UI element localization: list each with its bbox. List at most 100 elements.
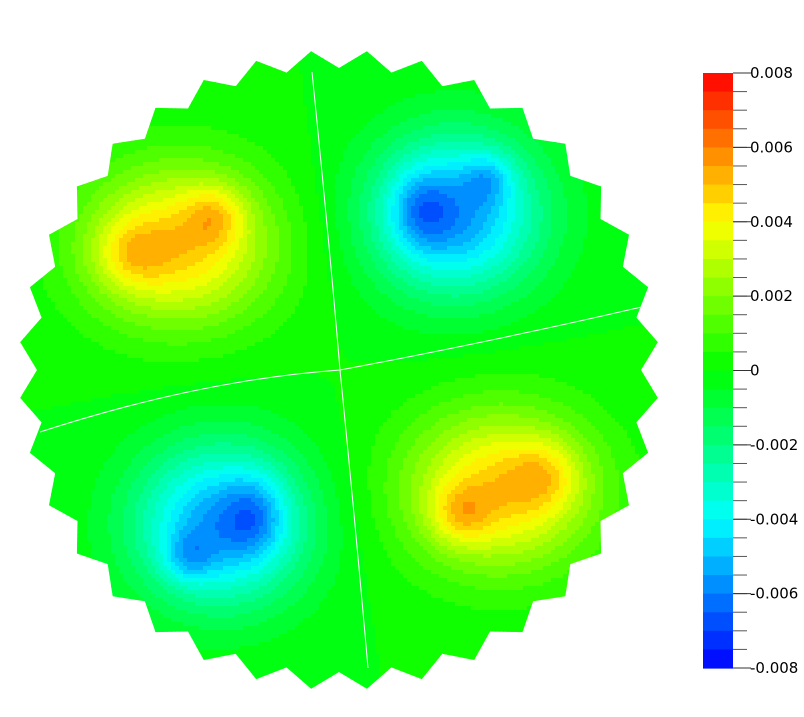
field-cell	[327, 142, 332, 147]
field-cell	[47, 86, 52, 91]
field-cell	[347, 54, 352, 59]
field-cell	[431, 106, 436, 111]
field-cell	[47, 150, 52, 155]
field-cell	[327, 66, 332, 71]
field-cell	[507, 138, 512, 143]
field-cell	[495, 66, 500, 71]
field-cell	[299, 102, 304, 107]
field-cell	[435, 51, 440, 55]
field-cell	[267, 150, 272, 155]
field-cell	[119, 51, 124, 55]
field-cell	[355, 62, 360, 67]
field-cell	[331, 158, 336, 163]
field-cell	[339, 46, 344, 51]
field-cell	[95, 138, 100, 143]
field-cell	[147, 90, 152, 95]
field-cell	[79, 46, 84, 51]
field-cell	[659, 50, 664, 55]
field-cell	[387, 78, 392, 83]
field-cell	[431, 94, 436, 99]
field-cell	[227, 78, 232, 83]
field-cell	[287, 126, 292, 131]
field-cell	[123, 78, 128, 83]
field-cell	[647, 86, 652, 91]
field-cell	[355, 66, 360, 71]
field-cell	[327, 74, 332, 79]
field-cell	[27, 134, 32, 139]
field-cell	[47, 154, 52, 159]
field-cell	[279, 142, 284, 147]
field-cell	[207, 98, 212, 103]
field-cell	[651, 62, 656, 67]
field-cell	[327, 98, 332, 103]
field-cell	[331, 146, 336, 151]
field-cell	[627, 86, 632, 91]
field-cell	[611, 98, 616, 103]
field-cell	[423, 138, 428, 143]
field-cell	[335, 138, 340, 143]
field-cell	[331, 58, 336, 63]
field-cell	[151, 130, 156, 135]
field-cell	[63, 51, 68, 55]
field-cell	[279, 114, 284, 119]
field-cell	[411, 46, 416, 51]
field-cell	[639, 138, 644, 143]
field-cell	[415, 94, 420, 99]
field-cell	[259, 142, 264, 147]
field-cell	[43, 46, 48, 51]
field-cell	[459, 150, 464, 155]
field-cell	[183, 146, 188, 151]
field-cell	[203, 90, 208, 95]
field-cell	[599, 150, 604, 155]
field-cell	[139, 114, 144, 119]
field-cell	[547, 94, 552, 99]
field-cell	[279, 98, 284, 103]
field-cell	[647, 66, 652, 71]
field-cell	[91, 102, 96, 107]
field-cell	[115, 94, 120, 99]
field-cell	[203, 102, 208, 107]
field-cell	[459, 54, 464, 59]
field-cell	[127, 110, 132, 115]
field-cell	[643, 138, 648, 143]
field-cell	[531, 134, 536, 139]
field-cell	[487, 146, 492, 151]
field-cell	[107, 146, 112, 151]
field-cell	[487, 134, 492, 139]
field-cell	[535, 138, 540, 143]
field-cell	[443, 90, 448, 95]
field-cell	[479, 106, 484, 111]
field-cell	[591, 146, 596, 151]
field-cell	[287, 146, 292, 151]
field-cell	[451, 146, 456, 151]
field-cell	[131, 130, 136, 135]
field-cell	[179, 62, 184, 67]
field-cell	[307, 86, 312, 91]
field-cell	[451, 150, 456, 155]
field-cell	[611, 114, 616, 119]
field-cell	[531, 78, 536, 83]
field-cell	[495, 106, 500, 111]
field-cell	[143, 86, 148, 91]
field-cell	[215, 134, 220, 139]
field-cell	[367, 94, 372, 99]
field-cell	[431, 146, 436, 151]
field-cell	[487, 86, 492, 91]
field-cell	[383, 106, 388, 111]
field-cell	[271, 62, 276, 67]
field-cell	[327, 46, 332, 51]
field-cell	[587, 82, 592, 87]
field-cell	[215, 94, 220, 99]
field-cell	[231, 134, 236, 139]
field-cell	[427, 102, 432, 107]
field-cell	[411, 130, 416, 135]
field-cell	[415, 90, 420, 95]
field-cell	[583, 94, 588, 99]
field-cell	[307, 106, 312, 111]
field-cell	[151, 138, 156, 143]
field-cell	[179, 142, 184, 147]
field-cell	[159, 94, 164, 99]
field-cell	[307, 62, 312, 67]
field-cell	[263, 51, 268, 55]
field-cell	[31, 58, 36, 63]
